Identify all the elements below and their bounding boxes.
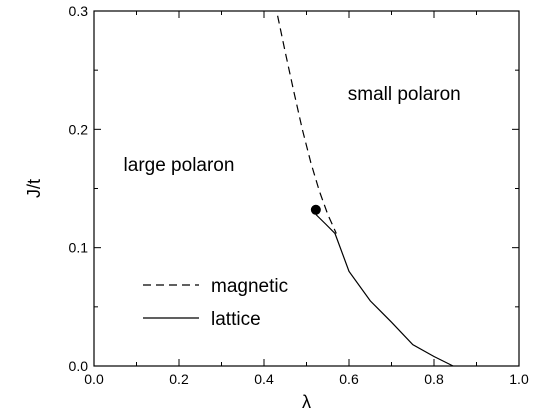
region-label: small polaron <box>348 84 461 105</box>
series-line-lattice <box>315 214 454 367</box>
x-tick-label: 0.4 <box>254 371 274 387</box>
x-tick-label: 0.2 <box>169 371 189 387</box>
y-axis-label: J/t <box>24 179 44 198</box>
axis-ticks <box>93 10 520 367</box>
annotations: small polaron large polaron <box>124 84 461 176</box>
y-tick-label: 0.2 <box>69 121 89 137</box>
x-tick-label: 0.8 <box>424 371 444 387</box>
legend-label-magnetic: magnetic <box>211 276 288 297</box>
x-tick-label: 0.6 <box>339 371 359 387</box>
critical-point <box>310 204 321 215</box>
y-tick-label: 0.0 <box>69 358 89 374</box>
plot-frame <box>93 10 520 367</box>
region-label: large polaron <box>124 155 235 176</box>
legend-label-lattice: lattice <box>211 309 261 330</box>
x-tick-label: 0.0 <box>84 371 104 387</box>
series-line-magnetic <box>277 15 337 234</box>
legend: magnetic lattice <box>143 276 288 330</box>
y-tick-label: 0.3 <box>69 3 89 19</box>
x-axis-label: λ <box>302 392 311 412</box>
x-tick-label: 1.0 <box>509 371 529 387</box>
tick-labels: 0.0 0.2 0.4 0.6 0.8 1.0 0.0 0.1 0.2 0.3 <box>69 3 529 387</box>
y-tick-label: 0.1 <box>69 240 89 256</box>
series-layer <box>277 15 454 367</box>
